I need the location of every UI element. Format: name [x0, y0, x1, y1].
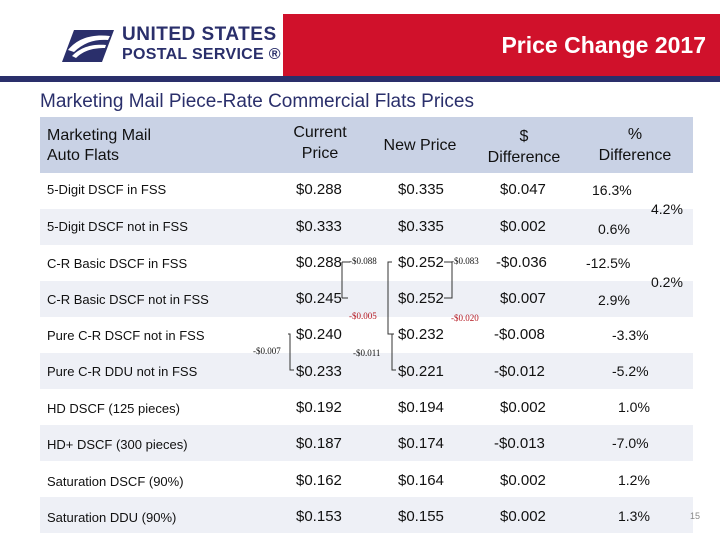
new-price: $0.252	[398, 290, 444, 307]
header-current-line-1: Current	[293, 124, 347, 141]
new-price: $0.221	[398, 363, 444, 380]
header-category-line-2: Auto Flats	[47, 147, 120, 164]
new-price: $0.252	[398, 254, 444, 271]
header-new-price: New Price	[383, 137, 457, 154]
row-label: Saturation DDU (90%)	[47, 510, 177, 525]
header-pct-line-2: Difference	[598, 147, 672, 164]
dollar-diff: -$0.036	[496, 254, 547, 271]
header-category: Marketing Mail Auto Flats	[47, 126, 151, 166]
header-rule	[0, 76, 720, 82]
pct-diff: -3.3%	[612, 327, 649, 343]
pct-diff: -5.2%	[612, 363, 649, 379]
pct-diff: 2.9%	[598, 292, 630, 308]
new-price: $0.164	[398, 472, 444, 489]
new-price: $0.194	[398, 399, 444, 416]
annotation-diff: -$0.007	[253, 346, 281, 356]
row-band	[40, 353, 693, 389]
group-pct-5digit: 4.2%	[651, 201, 683, 217]
dollar-diff: -$0.008	[494, 326, 545, 343]
dollar-diff: $0.047	[500, 181, 546, 198]
new-price: $0.335	[398, 181, 444, 198]
page-number: 15	[690, 511, 701, 521]
row-label: Pure C-R DSCF not in FSS	[47, 328, 205, 343]
header-pct-diff: % Difference	[585, 124, 685, 166]
eagle-logo-icon	[62, 30, 114, 62]
dollar-diff: $0.002	[500, 399, 546, 416]
current-price: $0.187	[296, 435, 342, 452]
header-current-price: Current Price	[270, 122, 370, 164]
current-price: $0.240	[296, 326, 342, 343]
annotation-diff: -$0.083	[451, 256, 479, 266]
dollar-diff: $0.002	[500, 508, 546, 525]
new-price: $0.174	[398, 435, 444, 452]
header-pct-line-1: %	[627, 126, 643, 143]
slide-title: Price Change 2017	[501, 32, 706, 58]
current-price: $0.153	[296, 508, 342, 525]
page-subtitle: Marketing Mail Piece-Rate Commercial Fla…	[40, 91, 474, 112]
current-price: $0.245	[296, 290, 342, 307]
logo-line-1: UNITED STATES	[122, 24, 277, 45]
pct-diff: -7.0%	[612, 435, 649, 451]
row-band	[40, 281, 693, 317]
row-label: C-R Basic DSCF not in FSS	[47, 292, 209, 307]
current-price: $0.333	[296, 218, 342, 235]
row-label: HD DSCF (125 pieces)	[47, 401, 180, 416]
new-price: $0.155	[398, 508, 444, 525]
annotation-diff: -$0.005	[349, 311, 377, 321]
group-pct-cr-basic: 0.2%	[651, 274, 683, 290]
current-price: $0.288	[296, 181, 342, 198]
current-price: $0.162	[296, 472, 342, 489]
dollar-diff: $0.002	[500, 218, 546, 235]
row-label: HD+ DSCF (300 pieces)	[47, 437, 188, 452]
row-band	[40, 425, 693, 461]
row-band	[40, 209, 693, 245]
row-label: 5-Digit DSCF not in FSS	[47, 219, 188, 234]
current-price: $0.192	[296, 399, 342, 416]
dollar-diff: $0.002	[500, 472, 546, 489]
header-category-line-1: Marketing Mail	[47, 127, 152, 144]
dollar-diff: -$0.013	[494, 435, 545, 452]
row-band	[40, 497, 693, 533]
table-header	[40, 117, 693, 173]
current-price: $0.233	[296, 363, 342, 380]
row-label: Saturation DSCF (90%)	[47, 474, 184, 489]
pct-diff: -12.5%	[586, 255, 631, 271]
header-dollar-diff: $ Difference	[474, 126, 574, 168]
pct-diff: 1.2%	[618, 472, 650, 488]
new-price: $0.232	[398, 326, 444, 343]
pct-diff: 16.3%	[592, 182, 632, 198]
dollar-diff: $0.007	[500, 290, 546, 307]
annotation-diff: -$0.088	[349, 256, 377, 266]
row-label: C-R Basic DSCF in FSS	[47, 256, 188, 271]
header-diff-line-2: Difference	[487, 149, 561, 166]
annotation-diff: -$0.020	[451, 313, 479, 323]
title-banner: Price Change 2017	[283, 14, 720, 76]
header-current-line-2: Price	[301, 145, 339, 162]
annotation-diff: -$0.011	[353, 348, 381, 358]
header-diff-line-1: $	[519, 128, 529, 145]
pct-diff: 1.3%	[618, 508, 650, 524]
usps-logo: UNITED STATES POSTAL SERVICE ®	[60, 22, 281, 70]
pct-diff: 0.6%	[598, 221, 630, 237]
dollar-diff: -$0.012	[494, 363, 545, 380]
logo-line-2: POSTAL SERVICE ®	[122, 46, 281, 63]
new-price: $0.335	[398, 218, 444, 235]
row-label: 5-Digit DSCF in FSS	[47, 182, 167, 197]
row-label: Pure C-R DDU not in FSS	[47, 364, 198, 379]
current-price: $0.288	[296, 254, 342, 271]
pct-diff: 1.0%	[618, 399, 650, 415]
